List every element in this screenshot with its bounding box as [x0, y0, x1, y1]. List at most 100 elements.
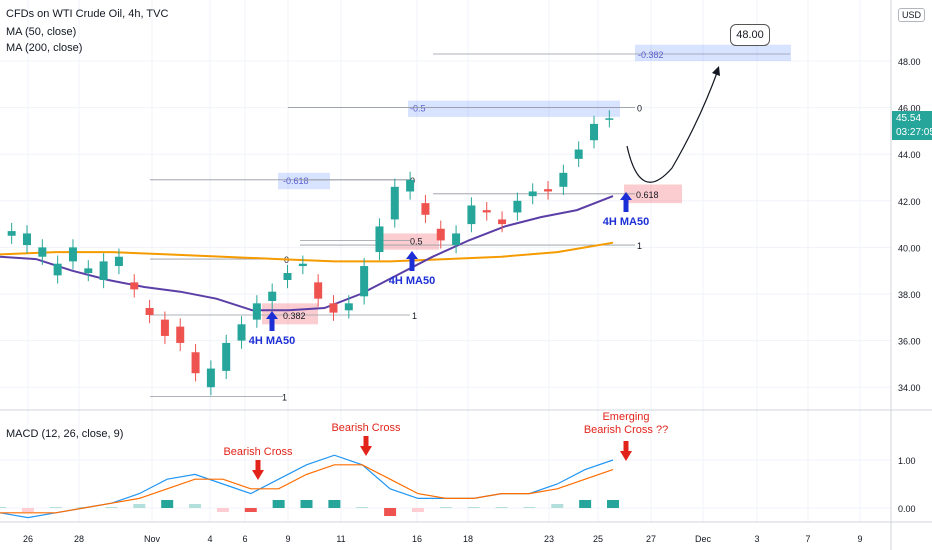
macd-histogram-bar [244, 508, 257, 512]
macd-histogram-bar [411, 508, 424, 512]
macd-histogram-bar [105, 507, 118, 508]
macd-histogram-bar [300, 500, 313, 508]
macd-histogram-bar [328, 500, 341, 508]
macd-histogram-bar [0, 507, 6, 508]
candle-body [252, 303, 261, 320]
candle-body [344, 303, 353, 311]
candle-body [130, 282, 139, 290]
projection-curve [626, 66, 720, 183]
signal-line [0, 464, 614, 514]
macd-histogram-bar [161, 500, 174, 508]
macd-histogram-bar [216, 508, 229, 512]
time-tick-label: Dec [695, 534, 712, 544]
macd-pane [0, 454, 619, 519]
macd-histogram-bar [607, 500, 619, 508]
fib-zone [635, 44, 791, 61]
fib-zone [624, 184, 682, 204]
candle-body [206, 368, 215, 388]
down-arrow-icon [360, 436, 372, 456]
candle-body [513, 200, 522, 213]
candle-body [176, 326, 185, 343]
target-callout: 48.00 [730, 24, 770, 46]
time-tick-label: 9 [285, 534, 290, 544]
fib-zone [408, 100, 620, 117]
time-tick-label: 6 [242, 534, 247, 544]
candle-body [99, 261, 108, 281]
ma50-annotation: 4H MA50 [389, 275, 435, 287]
chart-title: CFDs on WTI Crude Oil, 4h, TVC [6, 8, 169, 20]
time-tick-label: 7 [805, 534, 810, 544]
candle-body [84, 268, 93, 274]
projection-curve-path [626, 69, 719, 183]
last-price-tag: 45.54 [892, 111, 932, 126]
fib-label: -0.618 [283, 176, 309, 186]
candle-body [574, 149, 583, 159]
candle-body [605, 118, 614, 120]
macd-tick-label: 1.00 [898, 456, 916, 466]
ma50-path [0, 195, 614, 312]
candle-body [38, 247, 47, 257]
arrows: 4H MA50 4H MA50 4H MA50 Bearish Cross Bearis… [223, 192, 668, 480]
fib-label: 1 [412, 311, 417, 321]
macd-histogram-bar [272, 500, 285, 508]
time-tick-label: 23 [544, 534, 554, 544]
candle-body [314, 282, 323, 299]
time-tick-label: 4 [207, 534, 212, 544]
candle-body [406, 179, 415, 192]
candle-body [375, 226, 384, 253]
fib-label: 0.618 [636, 190, 659, 200]
ma50-line [0, 195, 614, 312]
candle-body [160, 319, 169, 336]
time-tick-label: 11 [336, 534, 345, 544]
candle-body [145, 307, 154, 315]
price-tick-label: 36.00 [898, 337, 921, 347]
macd-histogram-bar [49, 507, 62, 508]
candle-body [114, 256, 123, 267]
candle-body [452, 233, 461, 246]
fib-label: -0.5 [410, 104, 426, 114]
candle-body [467, 205, 476, 225]
candle-body [329, 303, 338, 313]
candle-body [390, 186, 399, 220]
macd-histogram-bar [384, 508, 397, 516]
price-tick-label: 42.00 [898, 197, 921, 207]
price-tick-label: 46.00 [898, 104, 921, 114]
candle-body [360, 266, 369, 297]
down-arrow-icon [620, 441, 632, 461]
candle-body [268, 291, 277, 301]
macd-histogram-bar [495, 507, 508, 508]
candle-body [53, 263, 62, 276]
macd-histogram-bar [189, 504, 202, 508]
candle-body [22, 233, 31, 246]
up-arrow-icon [406, 251, 418, 271]
time-tick-label: 25 [593, 534, 603, 544]
ma200-legend: MA (200, close) [6, 42, 83, 54]
candle-body [237, 324, 246, 341]
price-tick-label: 38.00 [898, 290, 921, 300]
price-tick-label: 44.00 [898, 150, 921, 160]
candle-body [528, 191, 537, 197]
fib-label: 0.5 [410, 236, 423, 246]
up-arrow-icon [266, 311, 278, 331]
ma50-legend: MA (50, close) [6, 26, 77, 38]
fib-zones [262, 44, 791, 325]
candle-body [421, 203, 430, 215]
fib-label: 1 [282, 393, 287, 403]
time-tick-label: 27 [646, 534, 656, 544]
time-tick-label: 9 [857, 534, 862, 544]
macd-histogram-bar [21, 508, 34, 512]
fib-label: 0.382 [283, 311, 306, 321]
cross-annotation: Bearish Cross [331, 422, 401, 434]
macd-legend: MACD (12, 26, close, 9) [6, 428, 124, 440]
fib-label: -0.382 [638, 50, 664, 60]
macd-histogram-bar [439, 507, 452, 508]
candle-body [283, 273, 292, 281]
fib-zone [278, 172, 330, 190]
cross-annotation: Emerging [602, 411, 649, 423]
candle-body [498, 219, 507, 225]
currency-badge[interactable]: USD [897, 8, 925, 22]
macd-tick-label: 0.00 [898, 504, 916, 514]
